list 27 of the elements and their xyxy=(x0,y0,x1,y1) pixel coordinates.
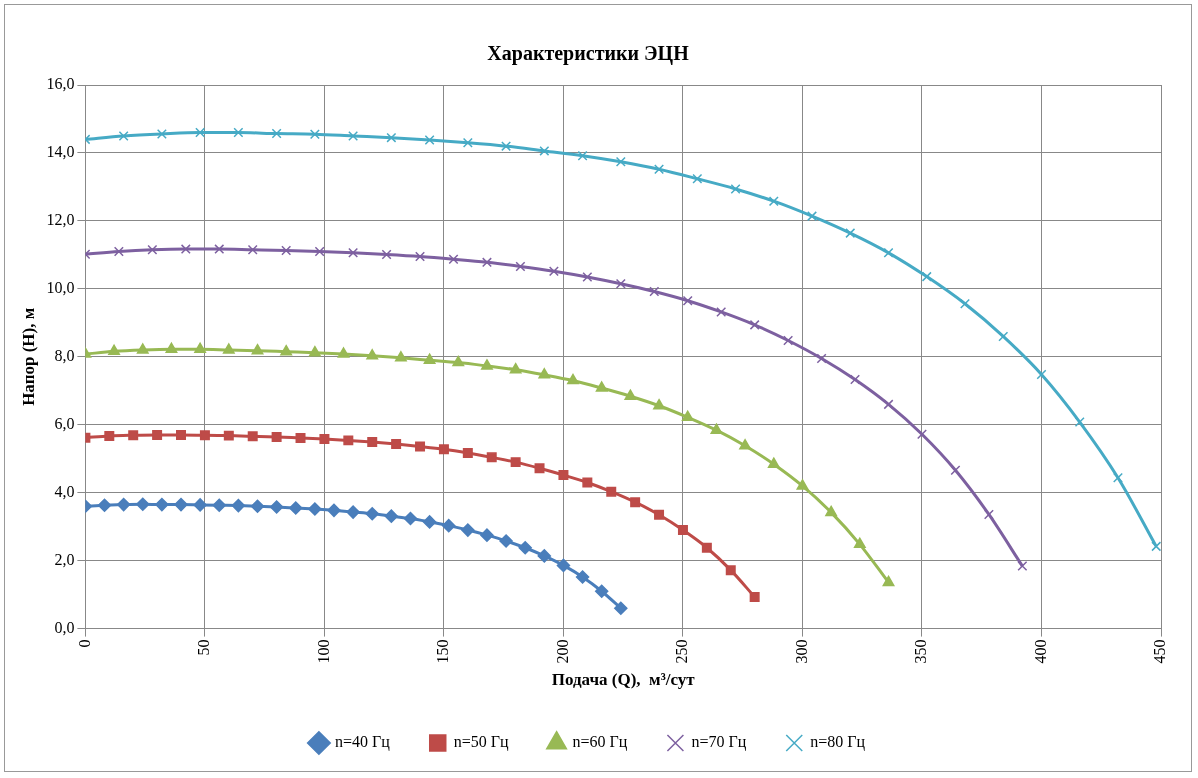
y-tick-label: 2,0 xyxy=(54,550,75,568)
x-tick-label: 450 xyxy=(1151,639,1169,664)
legend-label: n=60 Гц xyxy=(572,733,628,752)
legend-label: n=40 Гц xyxy=(334,733,391,752)
y-tick-label: 8,0 xyxy=(54,347,75,364)
y-tick-label: 16,0 xyxy=(46,75,75,93)
y-tick-label: 14,0 xyxy=(46,143,75,161)
y-tick-label: 4,0 xyxy=(54,482,75,500)
legend-label: n=70 Гц xyxy=(691,733,747,752)
y-tick-label: 12,0 xyxy=(46,211,75,229)
x-tick-label: 250 xyxy=(673,639,691,664)
x-tick-label: 50 xyxy=(195,639,213,656)
legend-label: n=80 Гц xyxy=(810,733,866,752)
x-tick-label: 0 xyxy=(75,639,93,648)
x-tick-label: 300 xyxy=(792,639,810,664)
x-tick-label: 400 xyxy=(1031,639,1049,664)
x-tick-label: 100 xyxy=(314,639,332,664)
x-tick-label: 150 xyxy=(434,639,452,664)
y-tick-label: 10,0 xyxy=(46,279,75,297)
x-axis-title: Подача (Q), м³/сут xyxy=(551,670,696,690)
y-tick-label: 0,0 xyxy=(54,618,75,636)
legend-label: n=50 Гц xyxy=(453,733,510,752)
x-tick-label: 200 xyxy=(553,639,571,664)
y-tick-label: 6,0 xyxy=(54,414,75,432)
chart-title: Характеристики ЭЦН xyxy=(487,42,690,66)
x-tick-label: 350 xyxy=(912,639,930,664)
y-axis-title: Напор (H), м xyxy=(18,307,38,406)
